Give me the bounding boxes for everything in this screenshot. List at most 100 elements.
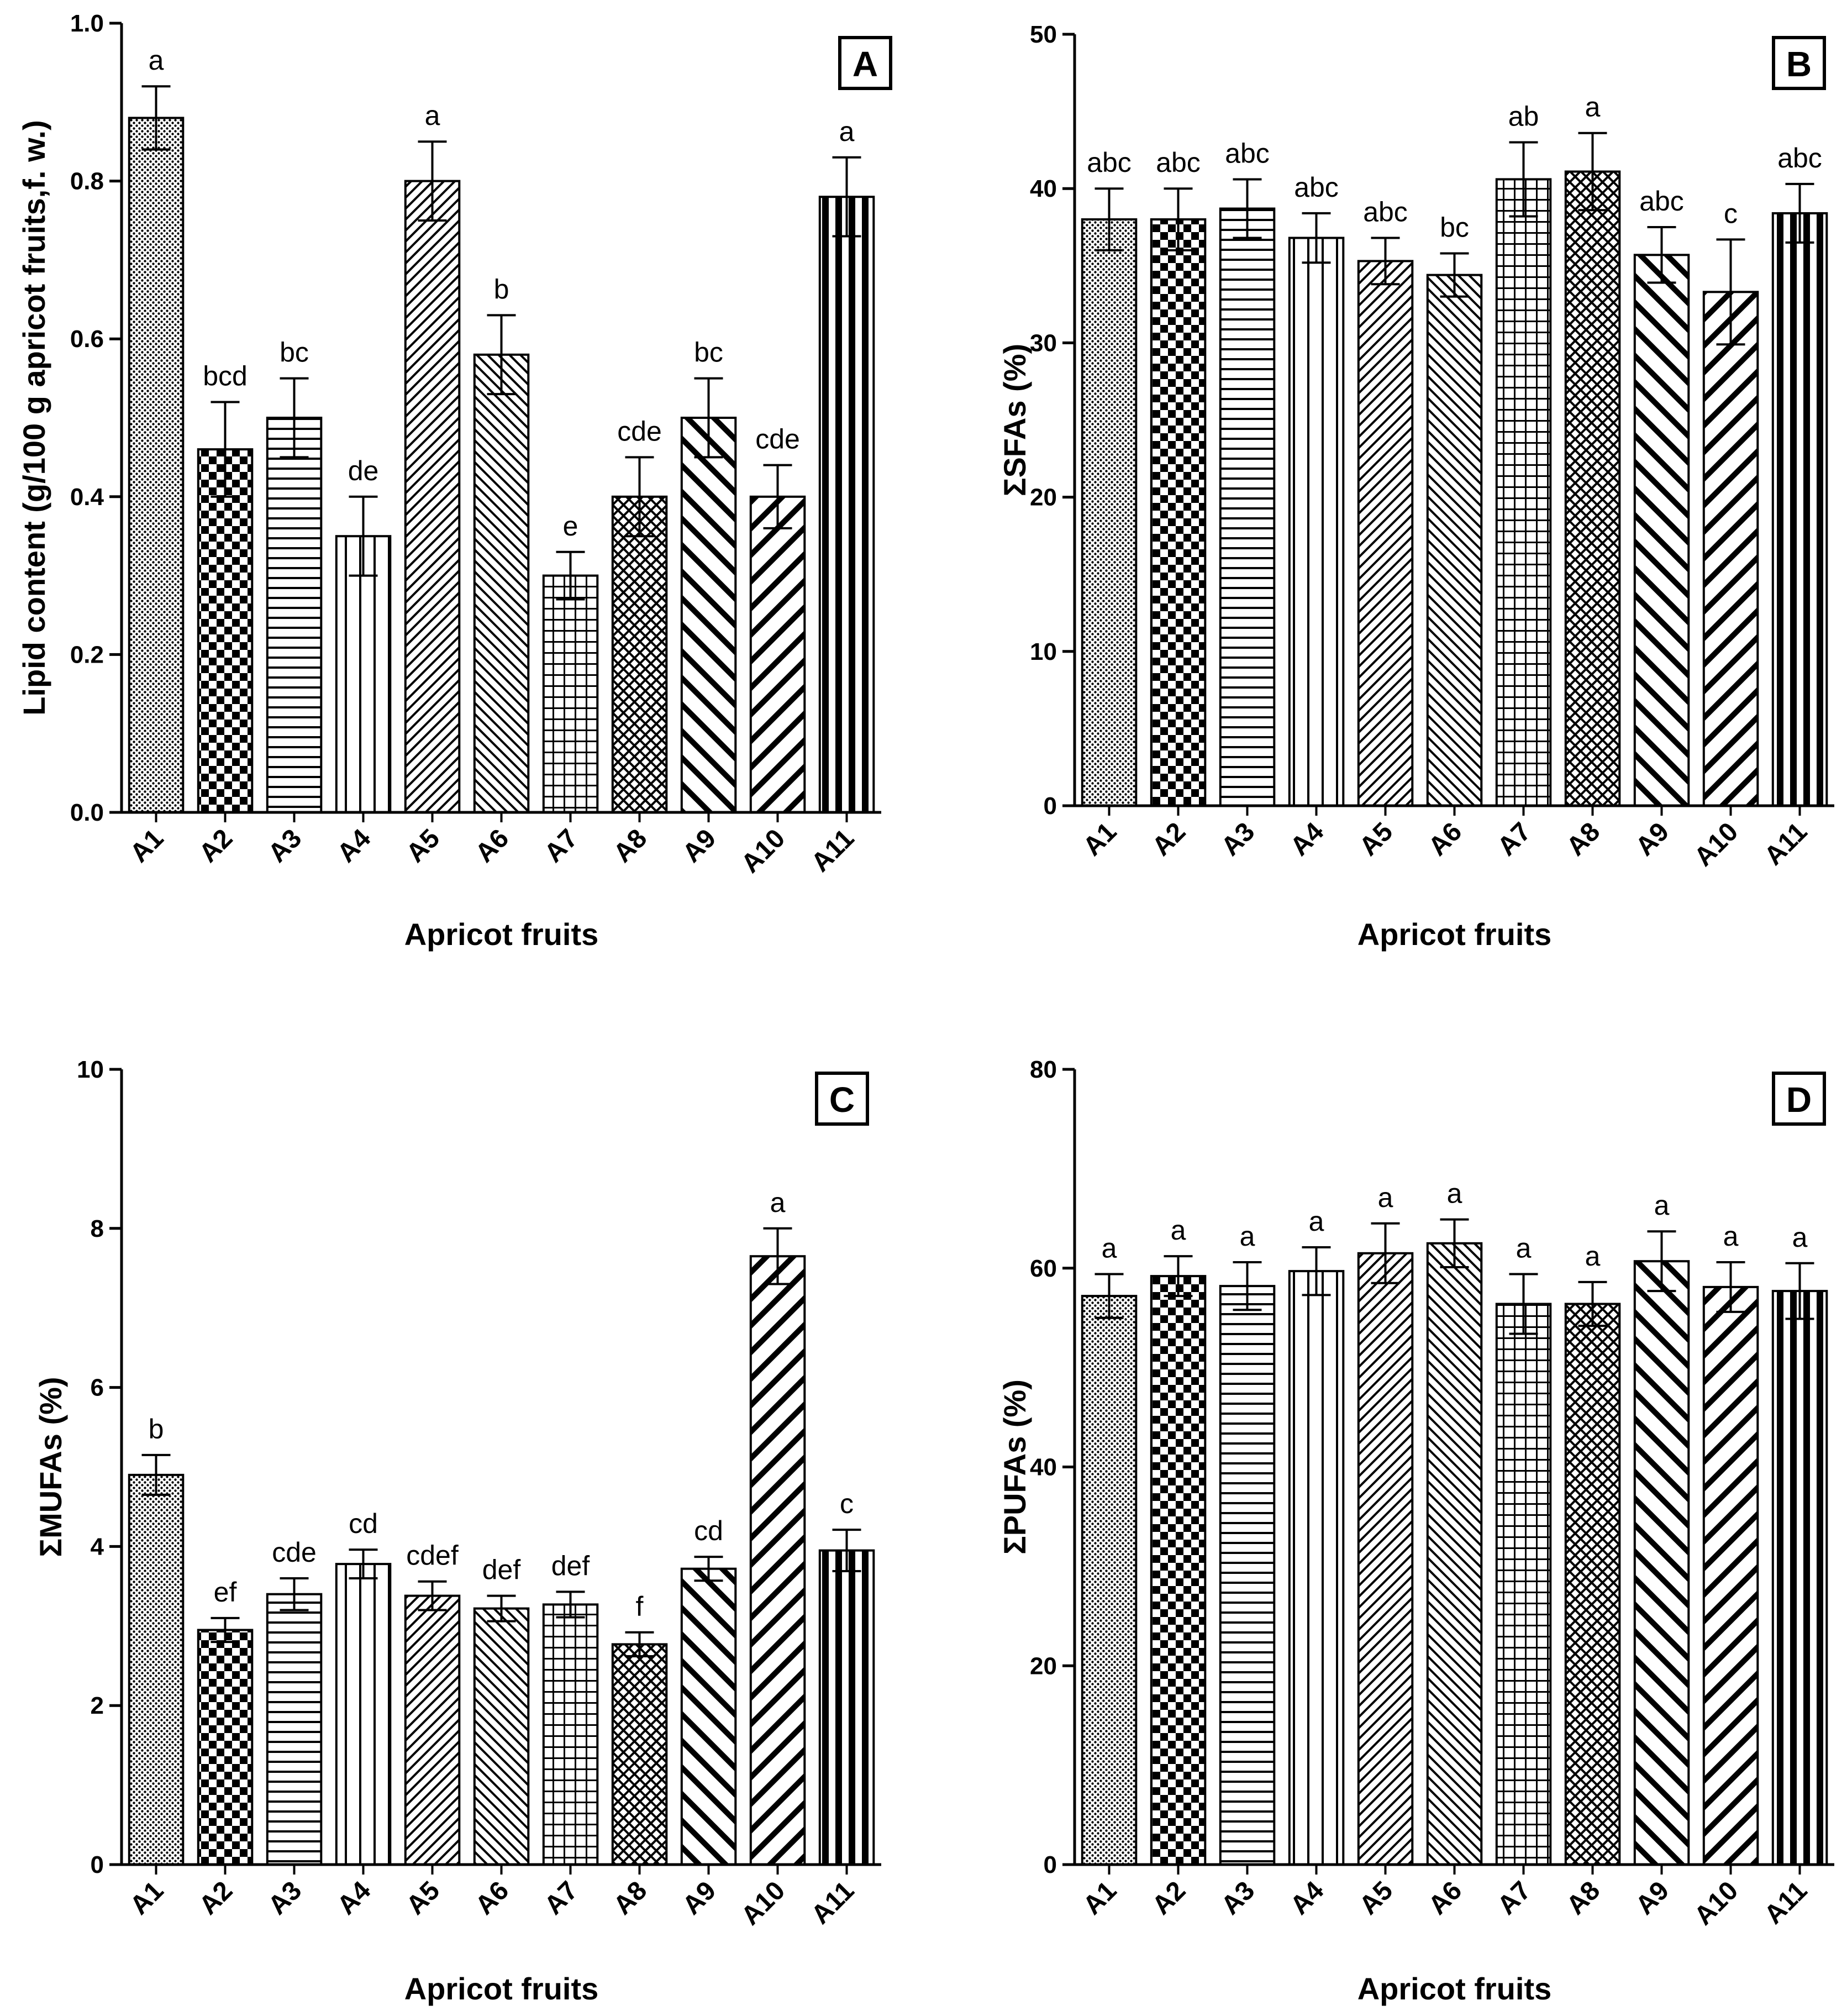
significance-label-b-a9: abc: [1639, 186, 1684, 217]
x-tick-label-a-a6: A6: [470, 823, 514, 868]
y-tick-label-a-3: 0.6: [70, 326, 104, 353]
bar-d-a3: [1219, 1285, 1276, 1866]
x-tick-label-c-a11: A11: [806, 1876, 860, 1930]
x-tick-label-d-a2: A2: [1146, 1876, 1191, 1920]
significance-label-c-a11: c: [840, 1488, 854, 1519]
x-tick-label-c-a1: A1: [124, 1876, 169, 1920]
y-tick-label-d-0: 0: [1044, 1851, 1057, 1878]
significance-label-a-a11: a: [839, 116, 855, 147]
y-axis-title-c: ΣMUFAs (%): [33, 1377, 68, 1557]
significance-label-b-a1: abc: [1087, 147, 1132, 178]
significance-label-b-a8: a: [1585, 92, 1601, 123]
significance-label-c-a6: def: [482, 1555, 521, 1586]
x-tick-label-c-a10: A10: [736, 1876, 791, 1931]
bar-b-a1: [1081, 218, 1138, 807]
chart-panel-b: abc A1 abc A2 abc A3 abc A4 abc A5 bc A6 ab A7 a A8 abc A…: [997, 21, 1834, 952]
significance-label-d-a11: a: [1792, 1222, 1808, 1253]
y-tick-label-c-1: 2: [91, 1692, 104, 1719]
bar-a-a11: [818, 196, 875, 814]
x-axis-title-b: Apricot fruits: [1357, 917, 1552, 952]
panel-label-a: A: [853, 44, 878, 84]
bar-c-a10: [749, 1255, 806, 1866]
significance-label-d-a9: a: [1654, 1190, 1670, 1221]
significance-label-b-a6: bc: [1440, 212, 1469, 243]
x-tick-label-a-a4: A4: [331, 823, 376, 868]
panel-label-box-a: [838, 36, 892, 90]
bar-d-a9: [1633, 1260, 1690, 1866]
y-tick-label-d-2: 40: [1030, 1454, 1057, 1481]
chart-panel-c: b A1 ef A2 cde A3 cd A4 cdef A5 def A6 def A7 f A8 cd A9 a…: [33, 1056, 881, 2006]
panel-label-b: B: [1786, 44, 1812, 84]
x-tick-label-d-a11: A11: [1759, 1876, 1813, 1930]
x-tick-label-d-a8: A8: [1561, 1876, 1606, 1920]
significance-label-a-a8: cde: [617, 416, 662, 447]
x-tick-label-b-a11: A11: [1759, 817, 1813, 871]
bar-c-a11: [818, 1549, 875, 1866]
bar-c-a1: [128, 1473, 185, 1866]
bar-a-a10: [749, 495, 806, 813]
bar-c-a7: [542, 1603, 599, 1866]
y-tick-label-c-0: 0: [91, 1851, 104, 1878]
significance-label-d-a6: a: [1447, 1178, 1462, 1209]
panel-label-box-d: [1772, 1072, 1826, 1126]
significance-label-a-a1: a: [149, 45, 164, 76]
x-tick-label-b-a8: A8: [1561, 817, 1606, 862]
panel-label-box-b: [1772, 36, 1826, 90]
y-axis-title-b: ΣSFAs (%): [997, 344, 1032, 496]
x-tick-label-c-a5: A5: [401, 1876, 445, 1920]
y-tick-label-d-4: 80: [1030, 1056, 1057, 1083]
y-tick-label-a-4: 0.8: [70, 168, 104, 195]
x-tick-label-d-a9: A9: [1630, 1876, 1675, 1920]
bar-a-a3: [266, 417, 323, 813]
y-tick-label-b-2: 20: [1030, 484, 1057, 511]
bar-c-a5: [404, 1594, 461, 1866]
y-tick-label-a-2: 0.4: [70, 484, 104, 511]
y-tick-label-b-5: 50: [1030, 21, 1057, 48]
x-tick-label-c-a2: A2: [193, 1876, 238, 1920]
y-tick-label-c-2: 4: [91, 1533, 104, 1560]
significance-label-c-a2: ef: [214, 1577, 237, 1608]
x-tick-label-d-a3: A3: [1215, 1876, 1260, 1920]
y-tick-label-a-5: 1.0: [70, 10, 104, 37]
x-tick-label-b-a6: A6: [1423, 817, 1467, 862]
significance-label-a-a5: a: [425, 100, 440, 131]
x-tick-label-d-a10: A10: [1689, 1876, 1744, 1931]
panel-label-box-c: [815, 1072, 869, 1126]
x-tick-label-a-a8: A8: [608, 823, 652, 868]
significance-label-c-a3: cde: [272, 1537, 317, 1568]
significance-label-a-a2: bcd: [203, 360, 248, 391]
chart-panel-a: a A1 bcd A2 bc A3 de A4 a A5 b A6 e A7 cde A8 bc A9 cde A10…: [17, 10, 892, 952]
x-tick-label-a-a10: A10: [736, 823, 791, 879]
significance-label-b-a4: abc: [1294, 172, 1339, 203]
y-tick-label-b-3: 30: [1030, 329, 1057, 356]
bar-c-a6: [473, 1607, 530, 1866]
significance-label-d-a4: a: [1309, 1206, 1324, 1237]
significance-label-d-a10: a: [1723, 1221, 1739, 1252]
significance-label-c-a10: a: [770, 1187, 786, 1218]
significance-label-c-a5: cdef: [406, 1540, 459, 1571]
significance-label-c-a7: def: [551, 1550, 590, 1581]
significance-label-a-a6: b: [494, 274, 509, 305]
bar-b-a7: [1495, 178, 1552, 807]
x-tick-label-c-a7: A7: [539, 1876, 583, 1920]
significance-label-d-a1: a: [1102, 1233, 1117, 1264]
bar-b-a10: [1702, 291, 1759, 807]
y-tick-label-d-1: 20: [1030, 1652, 1057, 1679]
y-tick-label-d-3: 60: [1030, 1255, 1057, 1282]
bar-d-a7: [1495, 1303, 1552, 1866]
bar-c-a9: [680, 1567, 737, 1866]
x-tick-label-c-a6: A6: [470, 1876, 514, 1920]
x-tick-label-d-a5: A5: [1354, 1876, 1398, 1920]
significance-label-d-a7: a: [1516, 1233, 1532, 1264]
bar-d-a8: [1564, 1303, 1621, 1866]
significance-label-b-a3: abc: [1225, 138, 1270, 169]
x-tick-label-a-a7: A7: [539, 823, 583, 868]
panel-label-d: D: [1786, 1080, 1812, 1120]
x-tick-label-d-a1: A1: [1077, 1876, 1122, 1920]
x-tick-label-b-a5: A5: [1354, 817, 1398, 862]
significance-label-c-a4: cd: [349, 1508, 378, 1539]
x-tick-label-c-a9: A9: [677, 1876, 722, 1920]
bar-b-a3: [1219, 207, 1276, 807]
bar-a-a2: [197, 448, 254, 813]
x-tick-label-a-a11: A11: [806, 823, 860, 878]
